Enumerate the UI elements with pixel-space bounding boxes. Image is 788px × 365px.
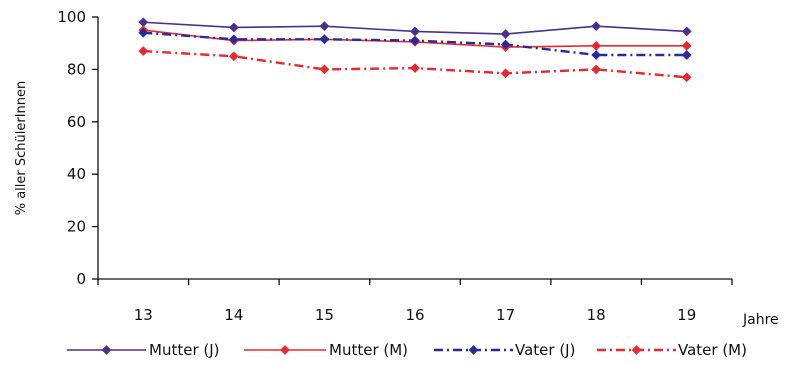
legend-label: Mutter (M) <box>329 341 408 359</box>
axes: 0 20 40 60 80 100 13 14 15 16 17 18 19 Jahre % aller S… <box>14 8 779 328</box>
legend: Mutter (J) Mutter (M) Vater (J) Vater (M) <box>67 341 747 359</box>
data-point <box>591 40 602 51</box>
legend-item: Vater (J) <box>434 341 575 359</box>
y-tick-label: 40 <box>67 165 86 183</box>
y-tick-label: 80 <box>67 60 86 78</box>
legend-item: Mutter (J) <box>67 341 220 359</box>
data-point <box>410 35 420 46</box>
data-point <box>681 40 692 51</box>
data-point <box>228 22 239 33</box>
x-tick-label: 19 <box>677 306 696 324</box>
x-tick-label: 16 <box>405 306 424 324</box>
y-axis-title: % aller SchülerInnen <box>14 81 29 216</box>
data-point <box>319 64 330 75</box>
data-point <box>500 29 511 39</box>
x-tick-label: 14 <box>224 306 243 324</box>
series-3 <box>138 46 692 83</box>
y-tick-label: 20 <box>67 218 86 236</box>
legend-item: Vater (M) <box>597 341 747 359</box>
data-point <box>138 27 149 38</box>
x-tick-label: 15 <box>315 306 334 324</box>
legend-marker <box>101 345 112 355</box>
x-tick-label: 18 <box>587 306 606 324</box>
data-point <box>681 26 692 37</box>
data-point <box>591 64 602 75</box>
data-point <box>319 34 330 45</box>
legend-marker <box>631 345 642 355</box>
legend-marker <box>280 345 290 355</box>
y-tick-label: 0 <box>76 270 86 288</box>
data-point <box>319 21 330 32</box>
x-tick-label: 13 <box>134 306 153 324</box>
legend-item: Mutter (M) <box>244 341 408 359</box>
data-point <box>591 50 602 60</box>
data-point <box>410 26 420 37</box>
data-point <box>228 34 239 45</box>
legend-label: Mutter (J) <box>149 341 220 359</box>
legend-label: Vater (M) <box>678 341 747 359</box>
x-tick-label: 17 <box>496 306 515 324</box>
data-point <box>591 21 602 32</box>
x-axis-title: Jahre <box>742 312 779 328</box>
data-point <box>681 72 692 83</box>
y-tick-label: 100 <box>57 8 86 26</box>
data-point <box>228 51 239 62</box>
data-point <box>138 46 149 57</box>
data-point <box>681 50 692 60</box>
series-group <box>138 17 692 83</box>
legend-label: Vater (J) <box>515 341 575 359</box>
y-tick-label: 60 <box>67 113 86 131</box>
series-0 <box>138 17 692 39</box>
series-2 <box>138 27 692 60</box>
data-point <box>500 68 511 79</box>
legend-marker <box>468 345 479 355</box>
data-point <box>500 39 511 50</box>
data-point <box>410 63 420 74</box>
